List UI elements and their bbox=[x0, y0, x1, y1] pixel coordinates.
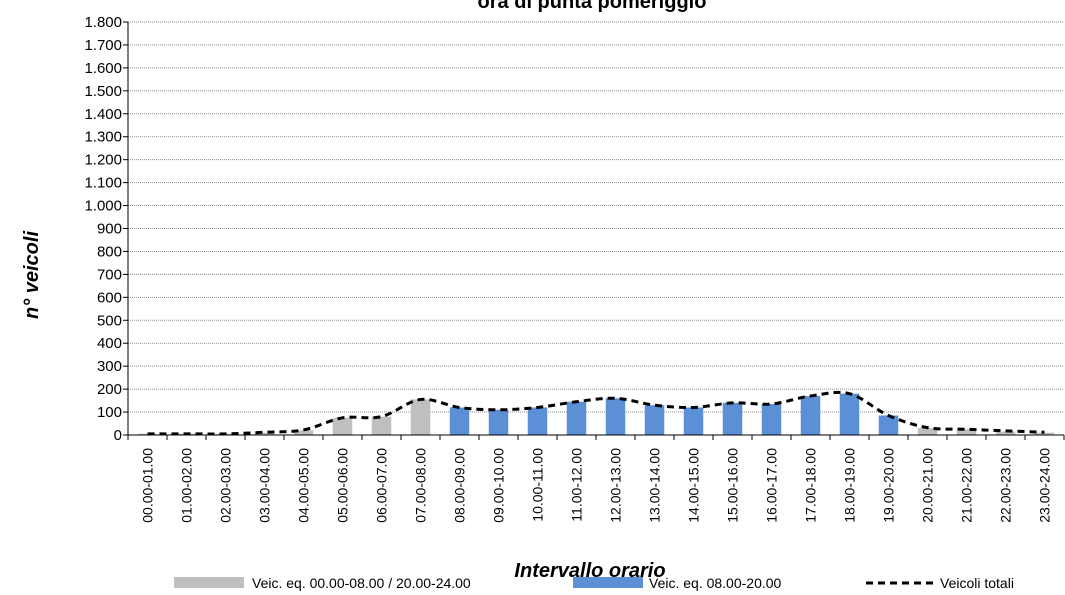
axes bbox=[123, 22, 1064, 440]
x-tick-label: 20.00-21.00 bbox=[920, 448, 936, 523]
bar bbox=[645, 405, 665, 435]
legend-label-total: Veicoli totali bbox=[940, 575, 1014, 591]
y-tick-label: 500 bbox=[97, 312, 122, 329]
x-tick-label: 12.00-13.00 bbox=[608, 448, 624, 523]
bar bbox=[372, 417, 392, 435]
y-tick-label: 1.100 bbox=[84, 175, 122, 192]
x-tick-label: 03.00-04.00 bbox=[257, 448, 273, 523]
bar bbox=[762, 404, 782, 435]
x-tick-label: 13.00-14.00 bbox=[647, 448, 663, 523]
x-tick-label: 07.00-08.00 bbox=[413, 448, 429, 523]
bar bbox=[801, 396, 821, 435]
x-tick-label: 21.00-22.00 bbox=[959, 448, 975, 523]
x-tick-label: 08.00-09.00 bbox=[452, 448, 468, 523]
x-tick-label: 01.00-02.00 bbox=[179, 448, 195, 523]
y-tick-label: 1.400 bbox=[84, 106, 122, 123]
y-tick-label: 200 bbox=[97, 381, 122, 398]
x-tick-label: 06.00-07.00 bbox=[374, 448, 390, 523]
y-tick-label: 0 bbox=[114, 427, 122, 444]
x-tick-label: 04.00-05.00 bbox=[296, 448, 312, 523]
x-tick-label: 11.00-12.00 bbox=[569, 448, 585, 522]
y-tick-labels: 0 100 200 300 400 500 600 700 800 900 1.000 1.100 1.… bbox=[84, 14, 122, 444]
legend-label-blue: Veic. eq. 08.00-20.00 bbox=[649, 575, 782, 591]
x-tick-label: 22.00-23.00 bbox=[998, 448, 1014, 523]
legend-label-grey: Veic. eq. 00.00-08.00 / 20.00-24.00 bbox=[252, 575, 471, 591]
y-tick-label: 100 bbox=[97, 404, 122, 421]
bar bbox=[450, 407, 470, 435]
x-tick-label: 23.00-24.00 bbox=[1037, 448, 1053, 523]
bar bbox=[411, 399, 431, 435]
y-tick-label: 1.000 bbox=[84, 198, 122, 215]
x-tick-label: 15.00-16.00 bbox=[725, 448, 741, 523]
y-tick-label: 1.200 bbox=[84, 152, 122, 169]
y-tick-label: 400 bbox=[97, 335, 122, 352]
y-tick-label: 1.500 bbox=[84, 83, 122, 100]
x-tick-label: 14.00-15.00 bbox=[686, 448, 702, 523]
legend-swatch-blue bbox=[573, 577, 643, 588]
x-tick-label: 02.00-03.00 bbox=[218, 448, 234, 523]
bar bbox=[879, 415, 899, 435]
x-tick-label: 16.00-17.00 bbox=[764, 448, 780, 523]
x-tick-label: 09.00-10.00 bbox=[491, 448, 507, 523]
y-tick-label: 900 bbox=[97, 221, 122, 238]
bar bbox=[333, 418, 353, 435]
chart-title: ora di punta pomeriggio bbox=[478, 0, 707, 13]
y-tick-label: 700 bbox=[97, 266, 122, 283]
x-tick-label: 18.00-19.00 bbox=[842, 448, 858, 523]
x-tick-labels: 00.00-01.00 01.00-02.00 02.00-03.00 03.00-0… bbox=[140, 448, 1053, 523]
bar bbox=[606, 398, 626, 435]
bar bbox=[723, 403, 743, 435]
legend: Veic. eq. 00.00-08.00 / 20.00-24.00 Veic… bbox=[174, 575, 1014, 591]
legend-swatch-grey bbox=[174, 577, 244, 588]
y-tick-label: 1.600 bbox=[84, 60, 122, 77]
y-tick-label: 1.300 bbox=[84, 129, 122, 146]
y-axis-title: n° veicoli bbox=[21, 231, 43, 319]
x-tick-label: 17.00-18.00 bbox=[803, 448, 819, 523]
y-tick-label: 600 bbox=[97, 289, 122, 306]
x-tick-label: 05.00-06.00 bbox=[335, 448, 351, 523]
total-line bbox=[148, 392, 1045, 434]
gridlines bbox=[128, 22, 1064, 412]
bar bbox=[528, 407, 548, 435]
y-tick-label: 300 bbox=[97, 358, 122, 375]
x-tick-label: 00.00-01.00 bbox=[140, 448, 156, 523]
bar bbox=[840, 394, 860, 435]
bar bbox=[684, 407, 704, 435]
y-tick-label: 1.800 bbox=[84, 14, 122, 31]
bar bbox=[489, 410, 509, 435]
x-tick-label: 10.00-11.00 bbox=[530, 448, 546, 522]
total-line-path bbox=[148, 392, 1045, 434]
y-tick-label: 800 bbox=[97, 243, 122, 260]
bar bbox=[567, 402, 587, 435]
x-tick-label: 19.00-20.00 bbox=[881, 448, 897, 523]
y-tick-label: 1.700 bbox=[84, 37, 122, 54]
